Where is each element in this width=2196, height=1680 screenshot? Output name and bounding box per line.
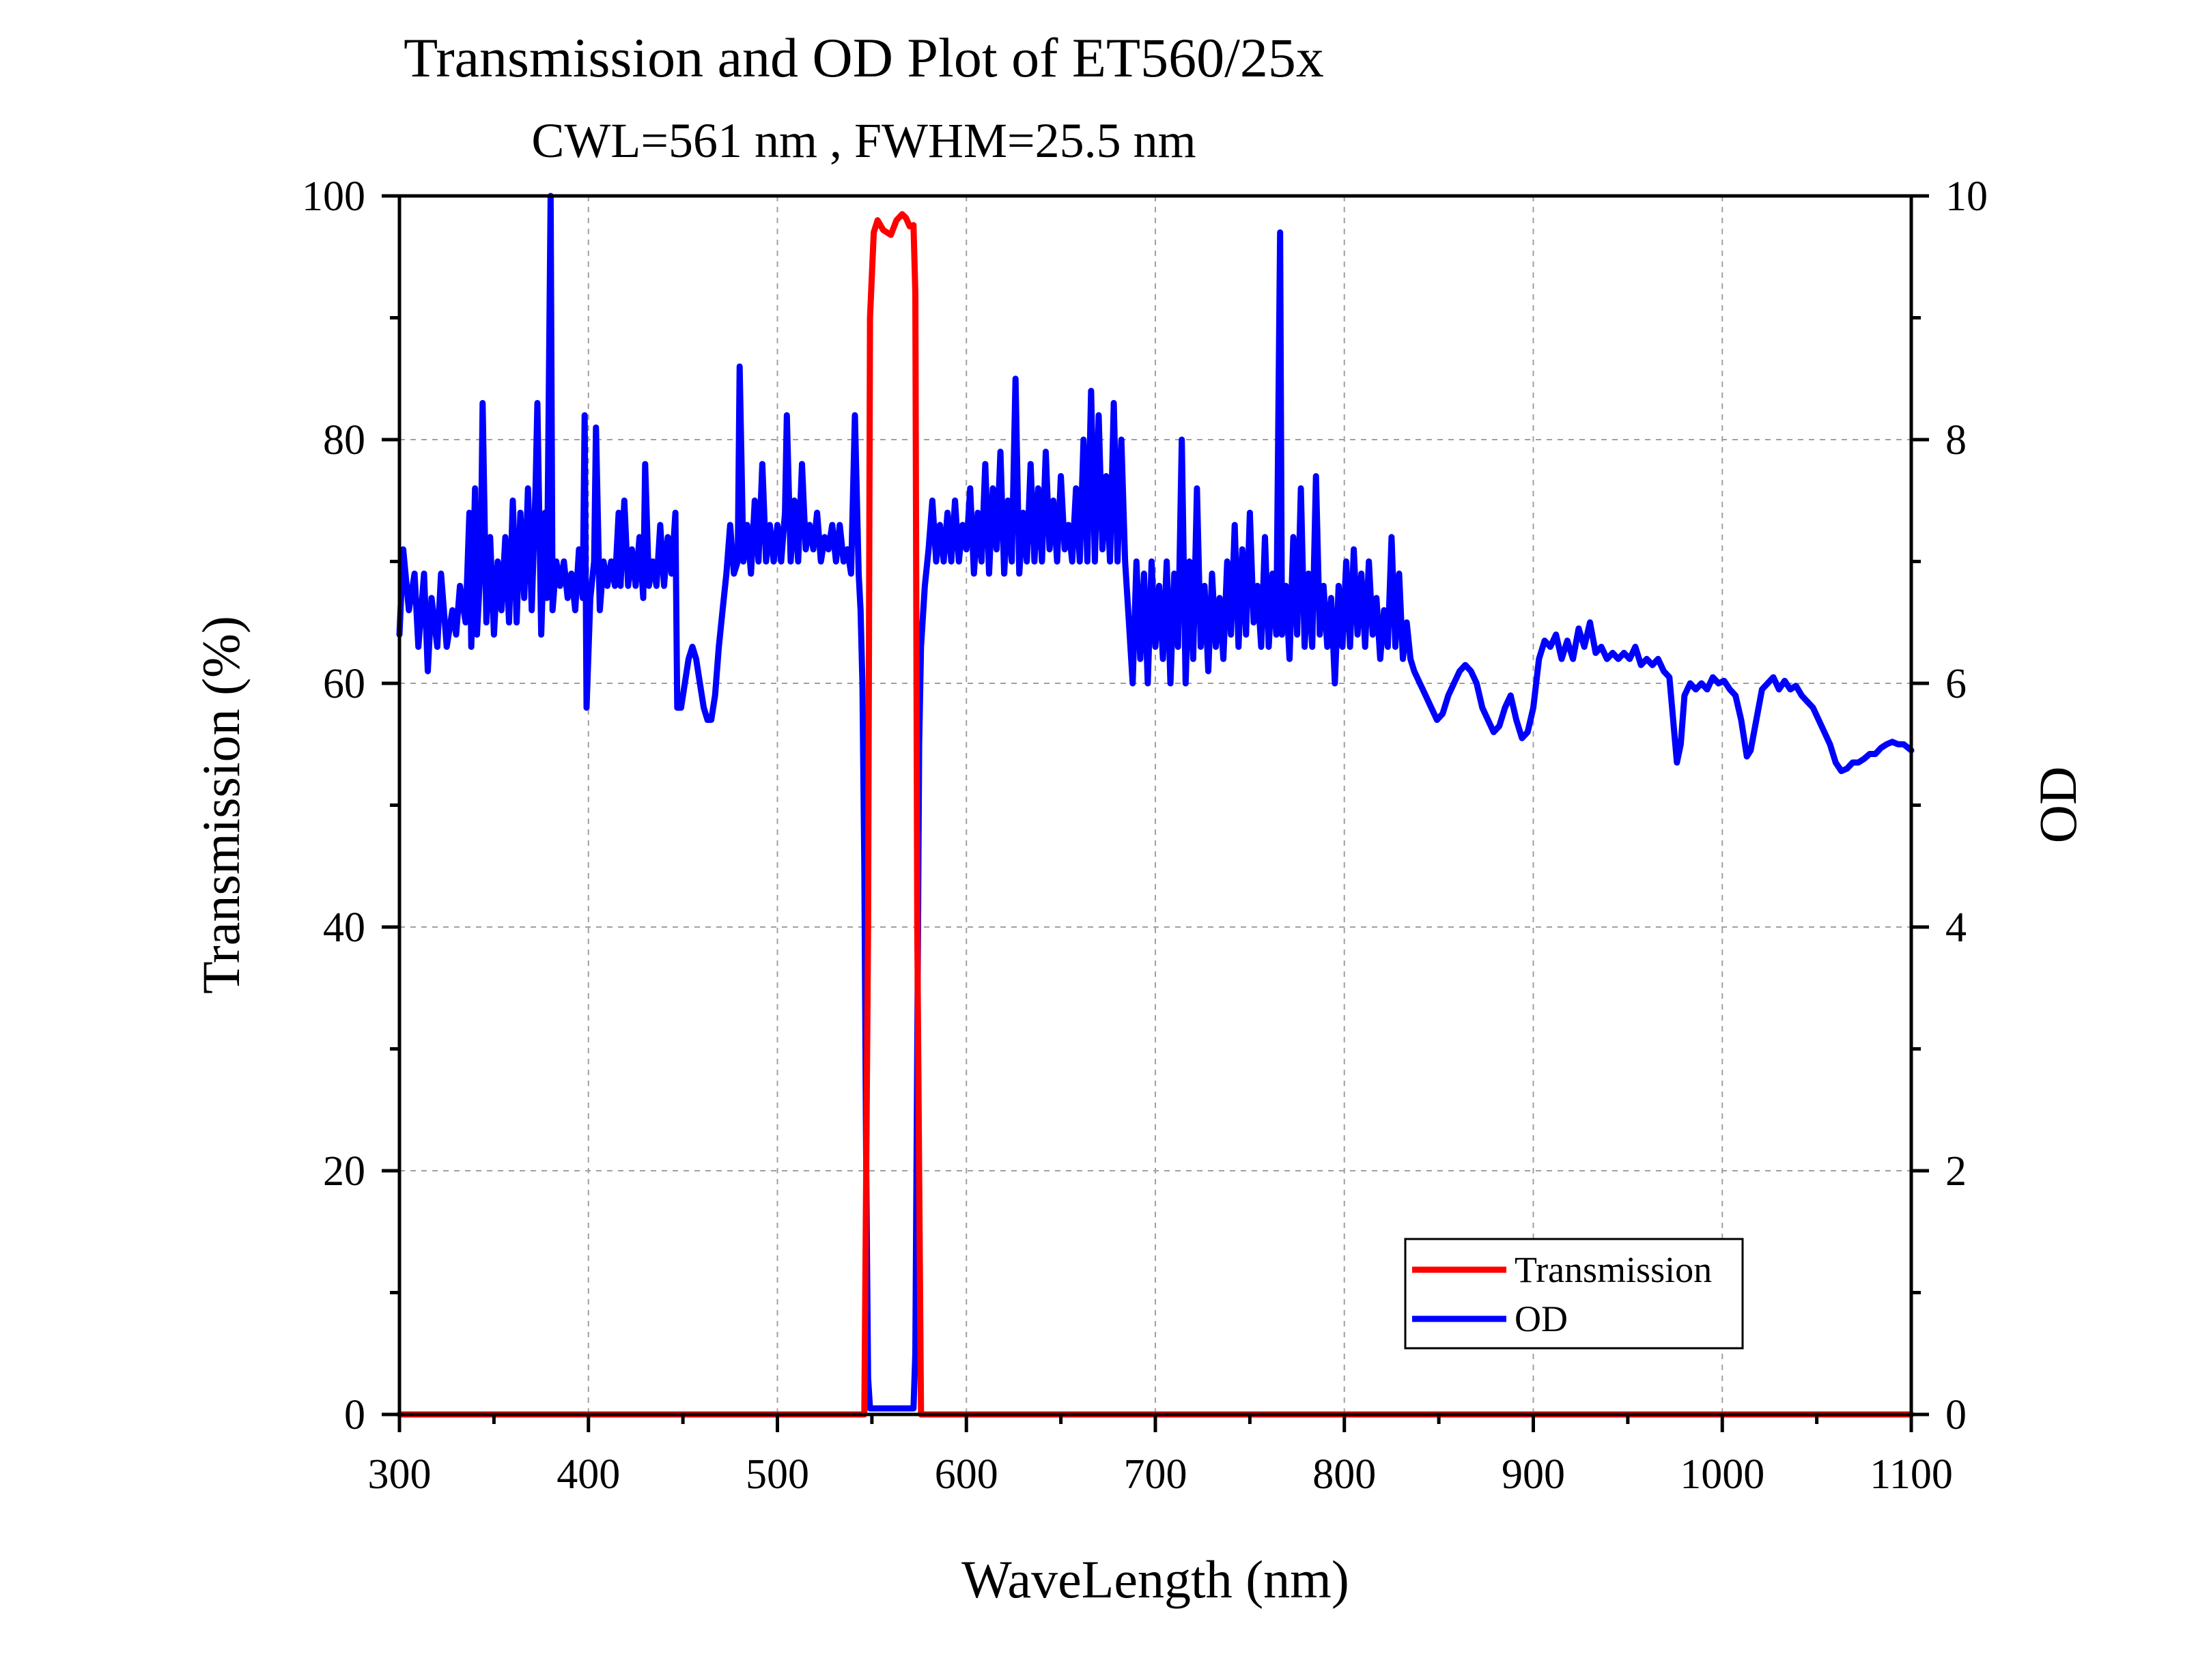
y2-tick-label: 6 bbox=[1945, 661, 1967, 707]
y2-tick-label: 0 bbox=[1945, 1392, 1967, 1438]
y2-tick-label: 2 bbox=[1945, 1148, 1967, 1195]
legend-box bbox=[1404, 1238, 1744, 1350]
y-tick-label: 60 bbox=[323, 661, 365, 707]
y2-axis-label: OD bbox=[2028, 767, 2087, 844]
y2-tick-label: 4 bbox=[1945, 905, 1967, 951]
ticks: 300 400 500 600 700 800 900 1000 110002040608010… bbox=[302, 173, 1988, 1498]
x-tick-label: 400 bbox=[557, 1451, 620, 1498]
x-tick-label: 300 bbox=[368, 1451, 432, 1498]
x-axis-label: WaveLength (nm) bbox=[961, 1550, 1349, 1609]
x-tick-label: 1000 bbox=[1680, 1451, 1764, 1498]
y-tick-label: 0 bbox=[344, 1392, 365, 1438]
chart-title: Transmission and OD Plot of ET560/25x bbox=[404, 27, 1324, 89]
y-tick-label: 40 bbox=[323, 905, 365, 951]
x-tick-label: 1100 bbox=[1870, 1451, 1953, 1498]
x-tick-label: 900 bbox=[1502, 1451, 1565, 1498]
legend: Transmission OD bbox=[1404, 1238, 1744, 1350]
plot-frame bbox=[397, 194, 1913, 1416]
transmission-line bbox=[396, 211, 1915, 1418]
legend-label-transmission: Transmission bbox=[1515, 1249, 1712, 1290]
y-axis-label: Transmission (%) bbox=[191, 616, 251, 994]
grid bbox=[399, 196, 1911, 1414]
y2-tick-label: 8 bbox=[1945, 417, 1967, 464]
series-layer bbox=[396, 193, 1915, 1418]
y-tick-label: 80 bbox=[323, 417, 365, 464]
x-tick-label: 800 bbox=[1312, 1451, 1376, 1498]
legend-label-od: OD bbox=[1515, 1298, 1568, 1339]
y-tick-label: 20 bbox=[323, 1148, 365, 1195]
x-tick-label: 700 bbox=[1124, 1451, 1187, 1498]
y2-tick-label: 10 bbox=[1945, 173, 1988, 220]
od-line bbox=[396, 193, 1915, 1412]
chart-subtitle: CWL=561 nm , FWHM=25.5 nm bbox=[531, 113, 1196, 168]
x-tick-label: 600 bbox=[935, 1451, 998, 1498]
y-tick-label: 100 bbox=[302, 173, 365, 220]
x-tick-label: 500 bbox=[746, 1451, 809, 1498]
